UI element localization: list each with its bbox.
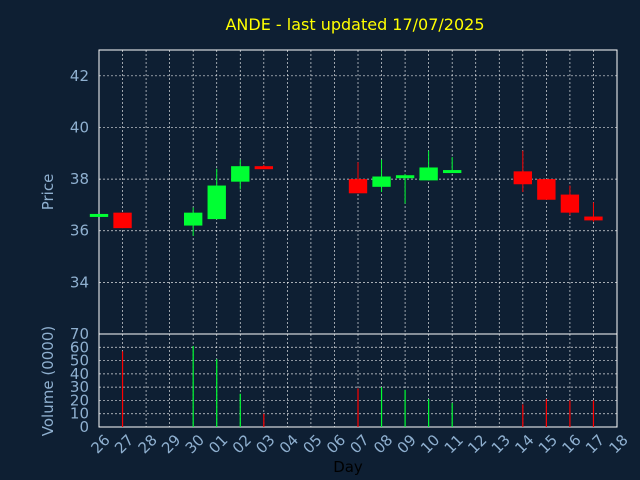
x-tick-label: 26: [88, 431, 114, 457]
volume-tick-label: 20: [70, 391, 89, 409]
price-tick-label: 40: [70, 118, 89, 136]
x-tick-label: 14: [511, 431, 537, 457]
volume-tick-label: 30: [70, 378, 89, 396]
volume-bars: [121, 345, 595, 427]
x-tick-label: 27: [111, 431, 137, 457]
price-panel: 34 36 38 40 42 Price: [39, 49, 618, 335]
x-tick-label: 04: [276, 431, 302, 457]
candle-body: [113, 212, 132, 229]
x-tick-label: 15: [535, 431, 561, 457]
candle-body: [348, 179, 368, 194]
x-tick-label: 02: [229, 431, 255, 457]
price-tick-label: 38: [70, 170, 89, 188]
x-tick-label: 11: [441, 431, 467, 457]
x-tick-label: 05: [299, 431, 325, 457]
volume-tick-label: 10: [70, 405, 89, 423]
candle-body: [395, 175, 415, 179]
x-tick-label: 09: [394, 431, 420, 457]
price-tick-label: 34: [70, 273, 89, 291]
x-tick-label: 03: [252, 431, 278, 457]
x-tick-label: 07: [347, 431, 373, 457]
volume-tick-label: 50: [70, 352, 89, 370]
x-tick-label: 08: [370, 431, 396, 457]
candle-body: [537, 179, 556, 200]
x-ticks: 2627282930010203040506070809101112131415…: [88, 431, 632, 457]
x-tick-label: 13: [488, 431, 514, 457]
x-tick-label: 06: [323, 431, 349, 457]
price-tick-label: 42: [70, 67, 89, 85]
candle-body: [513, 171, 533, 185]
x-tick-label: 28: [135, 431, 161, 457]
x-tick-label: 10: [417, 431, 443, 457]
volume-tick-label: 0: [79, 418, 89, 436]
x-tick-label: 16: [558, 431, 584, 457]
price-y-ticks: 34 36 38 40 42: [70, 67, 89, 292]
price-tick-label: 36: [70, 222, 89, 240]
candle-body: [584, 216, 603, 221]
candle-body: [372, 176, 391, 187]
candle-body: [231, 166, 250, 182]
volume-axis-label: Volume (0000): [39, 326, 57, 436]
candle-body: [560, 194, 580, 213]
price-axis-label: Price: [39, 174, 57, 211]
x-tick-label: 17: [582, 431, 608, 457]
x-tick-label: 30: [182, 431, 208, 457]
x-axis-label: Day: [333, 458, 363, 476]
x-tick-label: 12: [464, 431, 490, 457]
chart-title: ANDE - last updated 17/07/2025: [225, 15, 484, 34]
volume-tick-label: 70: [70, 325, 89, 343]
candles: [89, 150, 603, 236]
candle-body: [183, 212, 203, 226]
candle-body: [419, 167, 438, 181]
volume-tick-label: 60: [70, 338, 89, 356]
x-tick-label: 29: [158, 431, 184, 457]
candle-body: [207, 185, 226, 220]
candle-body: [89, 213, 109, 217]
x-tick-label: 01: [205, 431, 231, 457]
volume-tick-label: 40: [70, 365, 89, 383]
candle-body: [254, 166, 274, 170]
candle-body: [442, 170, 462, 174]
x-tick-label: 18: [606, 431, 632, 457]
